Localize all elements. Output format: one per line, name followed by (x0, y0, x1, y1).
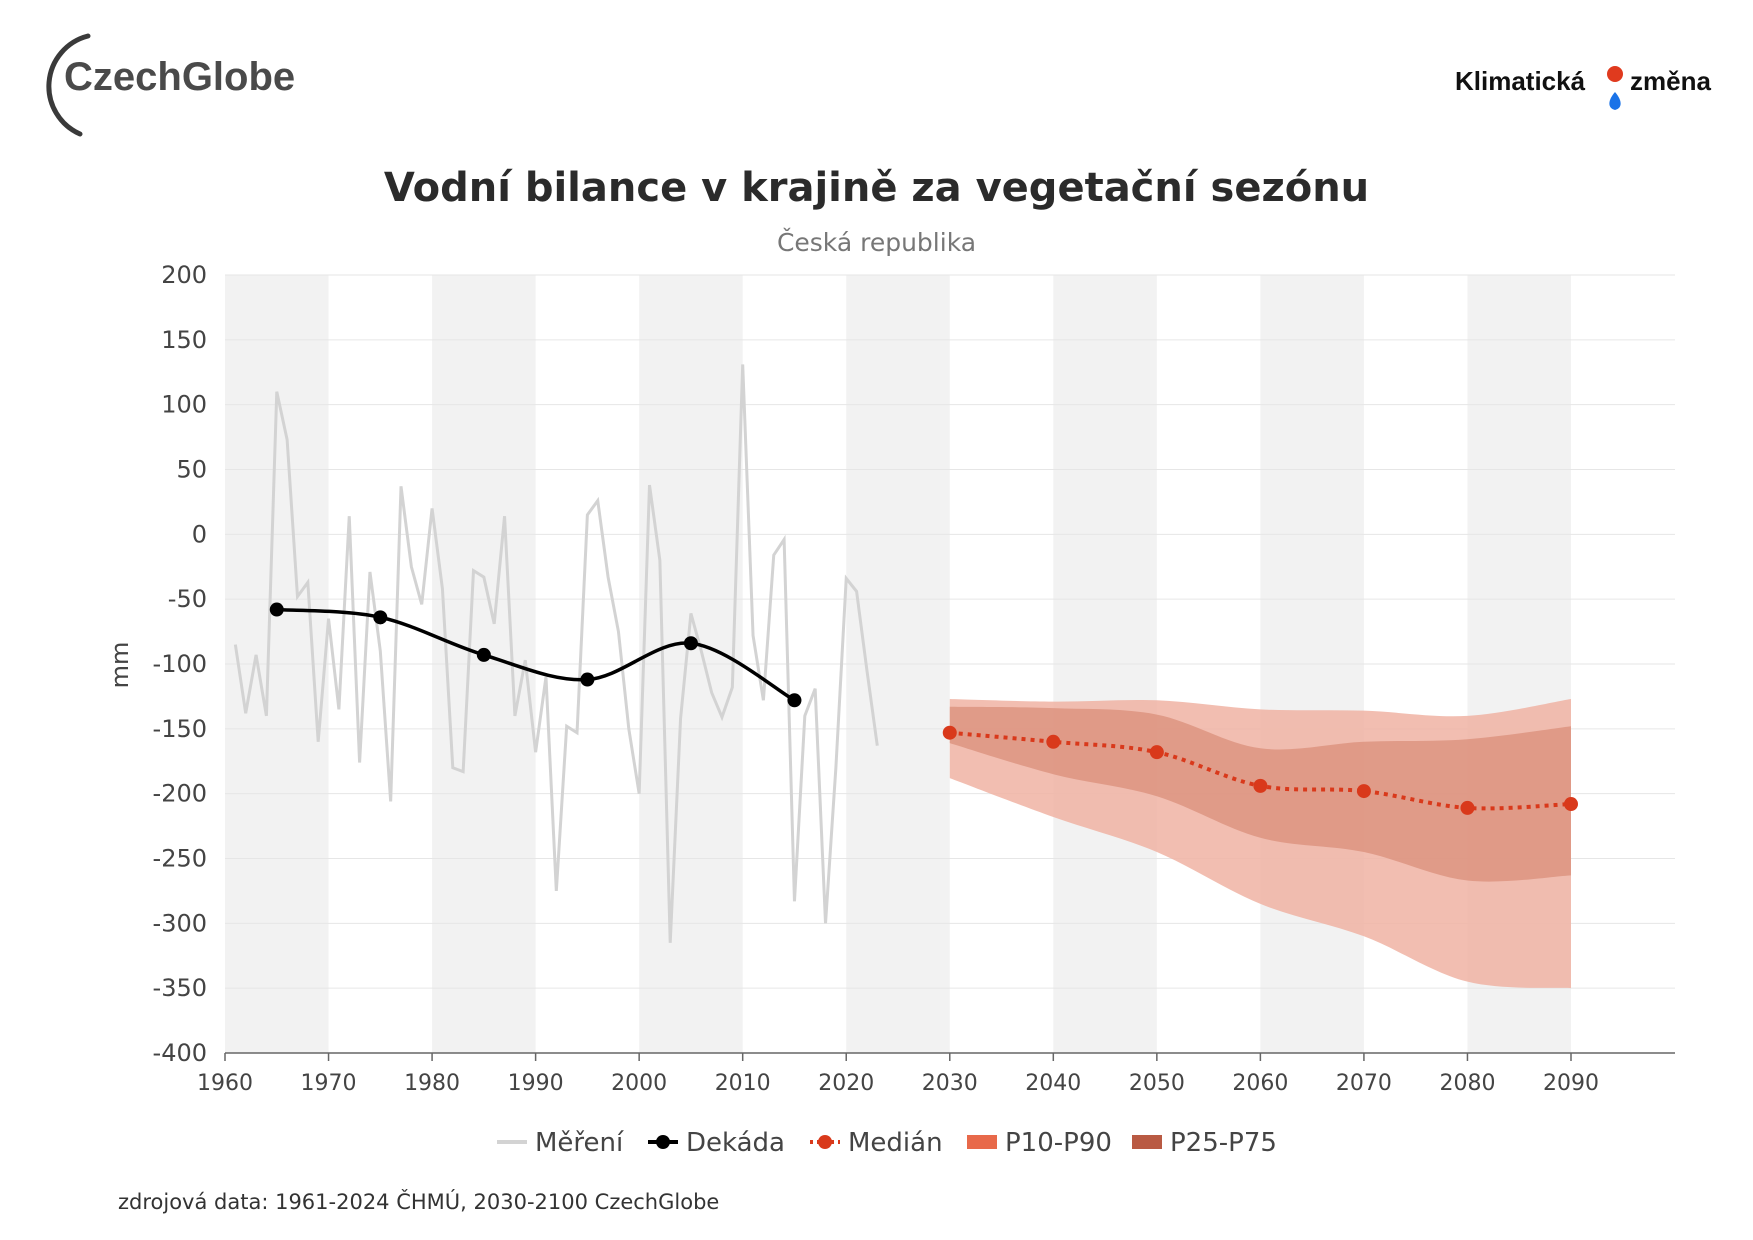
y-tick-label: -200 (153, 780, 207, 808)
legend-swatch-dot (818, 1135, 832, 1149)
x-tick-label: 2010 (715, 1071, 771, 1096)
x-tick-label: 2060 (1232, 1071, 1288, 1096)
y-tick-label: -250 (153, 845, 207, 873)
y-tick-label: 200 (161, 261, 207, 289)
median-point (1253, 778, 1268, 793)
x-tick-label: 1960 (197, 1071, 253, 1096)
source-note: zdrojová data: 1961-2024 ČHMÚ, 2030-2100… (118, 1190, 720, 1214)
x-tick-label: 1970 (301, 1071, 357, 1096)
y-tick-label: 0 (192, 520, 207, 548)
y-tick-label: -150 (153, 715, 207, 743)
median-point (1046, 734, 1061, 749)
y-tick-label: -400 (153, 1039, 207, 1067)
logo-arc (46, 33, 91, 137)
decade-point (476, 647, 491, 662)
median-point (1149, 745, 1164, 760)
y-tick-label: -50 (168, 585, 207, 613)
klimaticka-zmena-logo: Klimatická změna (1455, 66, 1711, 110)
legend-item: P10-P90 (967, 1128, 1112, 1158)
y-axis-label: mm (106, 642, 134, 689)
legend-swatch-rect (967, 1135, 997, 1149)
y-tick-label: -100 (153, 650, 207, 678)
measurement-line (233, 364, 879, 943)
drop-icon (1607, 66, 1623, 110)
logo-left-text: CzechGlobe (64, 55, 295, 99)
decade-line (276, 607, 796, 702)
logo-right-text-2: změna (1630, 66, 1711, 96)
legend-label: Medián (848, 1128, 943, 1158)
logo-right-text-1: Klimatická (1455, 66, 1586, 96)
chart-subtitle: Česká republika (776, 228, 977, 257)
legend-item: Medián (810, 1128, 943, 1158)
legend-label: Měření (535, 1128, 624, 1158)
legend-label: Dekáda (686, 1128, 785, 1158)
median-point (1356, 784, 1371, 799)
x-tick-label: 1990 (508, 1071, 564, 1096)
decade-point (373, 610, 388, 625)
median-point (942, 725, 957, 740)
median-point (1564, 797, 1578, 812)
x-tick-label: 2090 (1543, 1071, 1599, 1096)
decade-point (269, 602, 284, 617)
y-tick-label: 50 (176, 456, 207, 484)
legend-item: Dekáda (648, 1128, 785, 1158)
x-tick-label: 2000 (611, 1071, 667, 1096)
decade-point (787, 693, 802, 708)
legend-item: Měření (497, 1128, 624, 1158)
legend-item: P25-P75 (1132, 1128, 1277, 1158)
legend-label: P10-P90 (1005, 1128, 1112, 1158)
p25-p75-band (949, 706, 1571, 882)
x-tick-label: 2070 (1336, 1071, 1392, 1096)
x-tick-label: 2040 (1025, 1071, 1081, 1096)
legend-swatch-rect (1132, 1135, 1162, 1149)
y-tick-label: 150 (161, 326, 207, 354)
legend-label: P25-P75 (1170, 1128, 1277, 1158)
median-point (1460, 800, 1475, 815)
y-tick-label: -300 (153, 909, 207, 937)
legend-swatch-dot (656, 1135, 670, 1149)
x-tick-label: 1980 (404, 1071, 460, 1096)
x-tick-label: 2050 (1129, 1071, 1185, 1096)
y-tick-label: -350 (153, 974, 207, 1002)
y-tick-label: 100 (161, 391, 207, 419)
decade-point (580, 672, 595, 687)
czechglobe-logo: CzechGlobe (46, 33, 295, 137)
x-tick-label: 2080 (1439, 1071, 1495, 1096)
x-tick-label: 2020 (818, 1071, 874, 1096)
x-tick-label: 2030 (922, 1071, 978, 1096)
decade-point (683, 636, 698, 651)
chart-title: Vodní bilance v krajině za vegetační sez… (383, 165, 1370, 211)
